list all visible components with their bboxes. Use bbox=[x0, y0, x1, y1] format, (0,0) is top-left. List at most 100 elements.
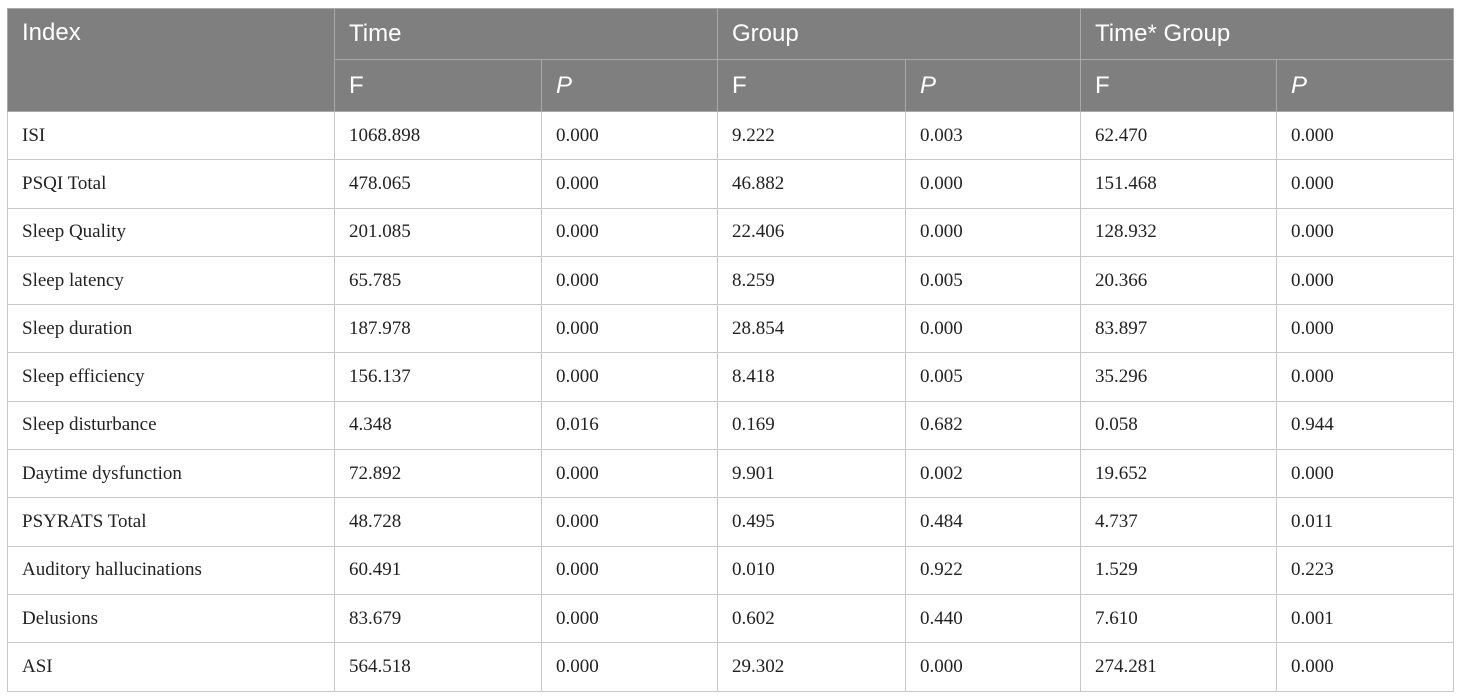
cell-f-value: 48.728 bbox=[334, 497, 542, 547]
table-row: Sleep duration 187.978 0.000 28.854 0.000 83.… bbox=[7, 304, 1455, 354]
cell-p-value: 0.003 bbox=[905, 110, 1082, 161]
cell-f-value: 9.222 bbox=[717, 110, 907, 161]
cell-f-value: 46.882 bbox=[717, 159, 907, 209]
cell-f-value: 201.085 bbox=[334, 207, 542, 257]
cell-f-value: 0.169 bbox=[717, 400, 907, 451]
header-row-stats: F P F P F P bbox=[8, 59, 1455, 112]
header-group-group: Group bbox=[717, 8, 1082, 60]
cell-p-value: 0.000 bbox=[540, 497, 719, 547]
table-row: Daytime dysfunction 72.892 0.000 9.901 0.002… bbox=[7, 449, 1455, 499]
cell-p-value: 0.000 bbox=[1276, 352, 1455, 402]
cell-f-value: 564.518 bbox=[334, 642, 542, 692]
cell-p-value: 0.000 bbox=[905, 642, 1082, 692]
cell-p-value: 0.000 bbox=[540, 304, 719, 354]
header-group-time-group: Time* Group bbox=[1080, 8, 1455, 60]
cell-f-value: 128.932 bbox=[1080, 207, 1278, 257]
cell-f-value: 156.137 bbox=[334, 352, 542, 402]
row-index-label: Daytime dysfunction bbox=[7, 449, 335, 499]
cell-f-value: 478.065 bbox=[334, 159, 542, 209]
cell-p-value: 0.000 bbox=[1276, 159, 1455, 209]
header-p: P bbox=[905, 59, 1082, 112]
cell-p-value: 0.001 bbox=[1276, 593, 1455, 644]
row-index-label: PSYRATS Total bbox=[7, 497, 335, 547]
cell-p-value: 0.000 bbox=[905, 207, 1082, 257]
cell-p-value: 0.011 bbox=[1276, 497, 1455, 547]
cell-f-value: 60.491 bbox=[334, 545, 542, 595]
cell-p-value: 0.000 bbox=[1276, 255, 1455, 306]
header-p: P bbox=[1276, 59, 1455, 112]
row-index-label: Sleep Quality bbox=[7, 207, 335, 257]
cell-f-value: 1068.898 bbox=[334, 110, 542, 161]
cell-p-value: 0.000 bbox=[540, 255, 719, 306]
table-row: PSQI Total 478.065 0.000 46.882 0.000 151.468… bbox=[7, 159, 1455, 209]
cell-p-value: 0.440 bbox=[905, 593, 1082, 644]
table-row: Auditory hallucinations 60.491 0.000 0.010 0… bbox=[7, 545, 1455, 595]
table-row: Sleep latency 65.785 0.000 8.259 0.005 20.366… bbox=[7, 255, 1455, 306]
cell-p-value: 0.005 bbox=[905, 255, 1082, 306]
cell-f-value: 28.854 bbox=[717, 304, 907, 354]
table-row: Sleep efficiency 156.137 0.000 8.418 0.005 35… bbox=[7, 352, 1455, 402]
cell-f-value: 22.406 bbox=[717, 207, 907, 257]
cell-f-value: 4.737 bbox=[1080, 497, 1278, 547]
table-body: ISI 1068.898 0.000 9.222 0.003 62.470 0.000 PSQ… bbox=[7, 110, 1455, 692]
row-index-label: Sleep duration bbox=[7, 304, 335, 354]
table-row: PSYRATS Total 48.728 0.000 0.495 0.484 4.737 0… bbox=[7, 497, 1455, 547]
row-index-label: ASI bbox=[7, 642, 335, 692]
table-row: Sleep Quality 201.085 0.000 22.406 0.000 128.… bbox=[7, 207, 1455, 257]
cell-p-value: 0.000 bbox=[540, 449, 719, 499]
cell-f-value: 8.418 bbox=[717, 352, 907, 402]
row-index-label: ISI bbox=[7, 110, 335, 161]
cell-f-value: 7.610 bbox=[1080, 593, 1278, 644]
row-index-label: Sleep disturbance bbox=[7, 400, 335, 451]
cell-p-value: 0.000 bbox=[905, 304, 1082, 354]
cell-p-value: 0.000 bbox=[540, 207, 719, 257]
cell-p-value: 0.000 bbox=[540, 110, 719, 161]
cell-p-value: 0.000 bbox=[1276, 642, 1455, 692]
table-row: ISI 1068.898 0.000 9.222 0.003 62.470 0.000 bbox=[7, 110, 1455, 161]
cell-p-value: 0.000 bbox=[1276, 207, 1455, 257]
cell-f-value: 0.602 bbox=[717, 593, 907, 644]
cell-p-value: 0.000 bbox=[540, 159, 719, 209]
cell-p-value: 0.223 bbox=[1276, 545, 1455, 595]
cell-p-value: 0.016 bbox=[540, 400, 719, 451]
cell-f-value: 20.366 bbox=[1080, 255, 1278, 306]
cell-f-value: 62.470 bbox=[1080, 110, 1278, 161]
table-header: Index Time Group Time* Group F P F P F P bbox=[7, 8, 1455, 112]
results-table: Index Time Group Time* Group F P F P F P… bbox=[7, 8, 1455, 692]
cell-p-value: 0.002 bbox=[905, 449, 1082, 499]
cell-p-value: 0.000 bbox=[540, 642, 719, 692]
table-row: Delusions 83.679 0.000 0.602 0.440 7.610 0.001 bbox=[7, 593, 1455, 644]
header-p: P bbox=[540, 59, 719, 112]
header-f: F bbox=[717, 59, 907, 112]
cell-p-value: 0.000 bbox=[905, 159, 1082, 209]
header-group-time: Time bbox=[333, 8, 719, 60]
cell-f-value: 83.897 bbox=[1080, 304, 1278, 354]
cell-f-value: 151.468 bbox=[1080, 159, 1278, 209]
cell-f-value: 0.495 bbox=[717, 497, 907, 547]
cell-f-value: 0.010 bbox=[717, 545, 907, 595]
cell-p-value: 0.000 bbox=[1276, 304, 1455, 354]
cell-p-value: 0.000 bbox=[540, 545, 719, 595]
cell-p-value: 0.944 bbox=[1276, 400, 1455, 451]
row-index-label: Sleep latency bbox=[7, 255, 335, 306]
cell-f-value: 187.978 bbox=[334, 304, 542, 354]
cell-p-value: 0.000 bbox=[1276, 110, 1455, 161]
header-row-groups: Index Time Group Time* Group bbox=[7, 8, 1455, 112]
cell-p-value: 0.922 bbox=[905, 545, 1082, 595]
row-index-label: PSQI Total bbox=[7, 159, 335, 209]
cell-f-value: 1.529 bbox=[1080, 545, 1278, 595]
cell-f-value: 19.652 bbox=[1080, 449, 1278, 499]
row-index-label: Sleep efficiency bbox=[7, 352, 335, 402]
table-row: Sleep disturbance 4.348 0.016 0.169 0.682 0.0… bbox=[7, 400, 1455, 451]
cell-f-value: 35.296 bbox=[1080, 352, 1278, 402]
cell-f-value: 29.302 bbox=[717, 642, 907, 692]
cell-f-value: 274.281 bbox=[1080, 642, 1278, 692]
cell-f-value: 72.892 bbox=[334, 449, 542, 499]
cell-f-value: 4.348 bbox=[334, 400, 542, 451]
header-index: Index bbox=[7, 8, 335, 112]
cell-p-value: 0.000 bbox=[1276, 449, 1455, 499]
cell-f-value: 9.901 bbox=[717, 449, 907, 499]
row-index-label: Auditory hallucinations bbox=[7, 545, 335, 595]
table-row: ASI 564.518 0.000 29.302 0.000 274.281 0.000 bbox=[7, 642, 1455, 692]
header-f: F bbox=[334, 59, 542, 112]
